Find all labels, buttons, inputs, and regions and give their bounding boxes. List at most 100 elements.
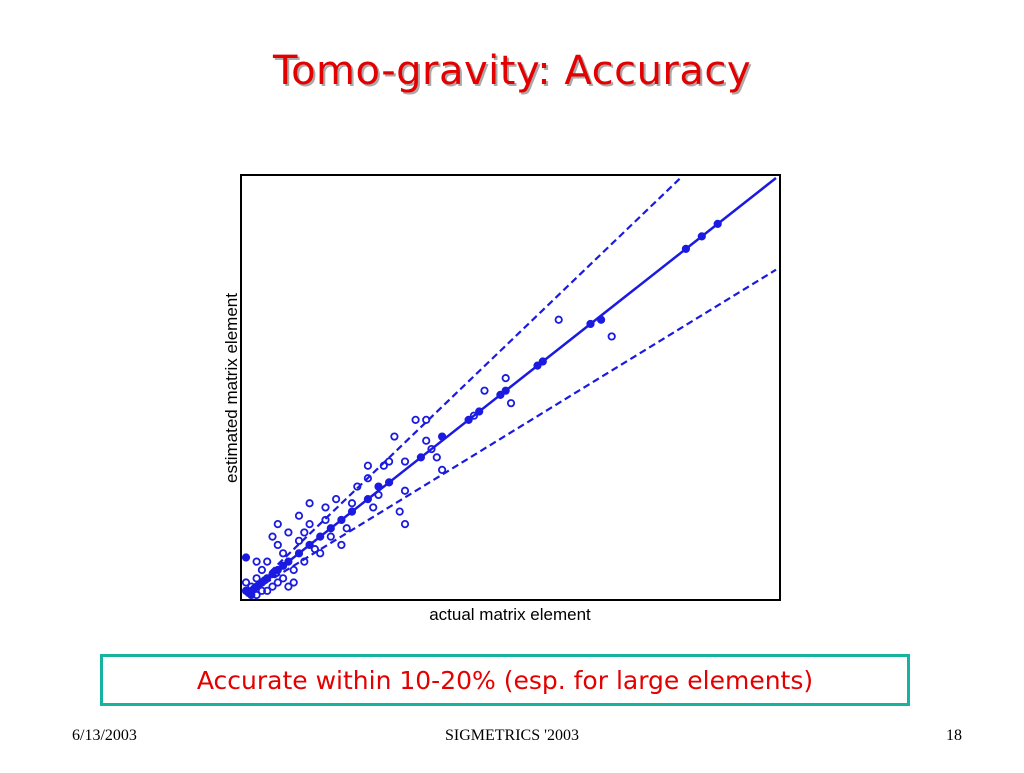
data-point-open-33 bbox=[273, 540, 282, 550]
data-point-open-45 bbox=[300, 557, 309, 566]
data-point-filled-12 bbox=[416, 453, 425, 462]
data-point-open-47 bbox=[252, 574, 261, 583]
data-point-filled-3 bbox=[597, 315, 606, 324]
data-point-open-7 bbox=[411, 415, 420, 424]
data-point-filled-20 bbox=[305, 540, 314, 550]
data-point-open-20 bbox=[369, 503, 378, 512]
data-point-filled-35 bbox=[241, 586, 251, 595]
callout-box: Accurate within 10-20% (esp. for large e… bbox=[100, 654, 910, 706]
data-point-open-19 bbox=[374, 490, 383, 500]
data-point-filled-6 bbox=[533, 361, 542, 370]
data-point-open-32 bbox=[273, 520, 282, 529]
data-point-open-27 bbox=[305, 499, 314, 508]
data-point-open-8 bbox=[390, 432, 399, 441]
data-point-open-21 bbox=[400, 486, 410, 495]
data-point-open-59 bbox=[278, 574, 288, 583]
data-point-open-13 bbox=[432, 453, 441, 462]
data-point-open-1 bbox=[607, 332, 616, 341]
data-point-filled-34 bbox=[241, 553, 251, 562]
slide-title: Tomo-gravity: Accuracy bbox=[272, 48, 752, 94]
data-point-filled-10 bbox=[464, 415, 473, 424]
data-point-open-26 bbox=[321, 503, 330, 512]
callout-text: Accurate within 10-20% (esp. for large e… bbox=[196, 665, 814, 695]
data-point-open-23 bbox=[400, 520, 410, 529]
data-point-open-11 bbox=[379, 461, 388, 470]
data-point-open-2 bbox=[506, 399, 516, 408]
data-point-open-6 bbox=[422, 415, 431, 424]
data-point-open-52 bbox=[342, 524, 351, 533]
data-point-open-24 bbox=[347, 499, 357, 508]
y-axis-label: estimated matrix element bbox=[222, 293, 241, 483]
data-point-open-39 bbox=[289, 565, 298, 575]
data-point-open-15 bbox=[422, 436, 431, 445]
data-point-filled-8 bbox=[496, 390, 505, 399]
footer-page-number: 18 bbox=[946, 727, 962, 744]
data-point-open-48 bbox=[263, 586, 272, 595]
data-point-open-29 bbox=[300, 528, 309, 537]
data-point-open-51 bbox=[316, 549, 325, 558]
data-point-open-40 bbox=[284, 582, 293, 591]
data-point-filled-24 bbox=[273, 565, 282, 575]
data-point-open-58 bbox=[247, 582, 256, 591]
data-point-open-22 bbox=[395, 507, 404, 516]
data-point-filled-1 bbox=[697, 232, 706, 241]
reference-line-dashed-1 bbox=[245, 177, 682, 596]
data-point-filled-18 bbox=[326, 524, 335, 533]
data-point-open-30 bbox=[294, 511, 304, 520]
data-point-filled-7 bbox=[501, 386, 510, 395]
data-point-open-57 bbox=[257, 586, 266, 595]
data-point-open-18 bbox=[353, 482, 362, 491]
data-point-filled-17 bbox=[337, 515, 346, 525]
data-point-open-31 bbox=[284, 528, 293, 537]
data-point-open-56 bbox=[241, 578, 251, 587]
footer-date: 6/13/2003 bbox=[72, 727, 137, 744]
data-point-open-38 bbox=[337, 540, 346, 550]
data-point-open-16 bbox=[363, 461, 372, 470]
data-point-open-0 bbox=[554, 315, 563, 324]
data-point-open-4 bbox=[480, 386, 489, 395]
data-point-filled-2 bbox=[681, 244, 691, 253]
data-point-open-37 bbox=[326, 532, 335, 541]
footer-conference: SIGMETRICS '2003 bbox=[444, 727, 579, 744]
data-point-open-44 bbox=[278, 549, 288, 558]
data-point-filled-4 bbox=[586, 319, 595, 329]
data-point-filled-0 bbox=[713, 219, 722, 228]
data-point-open-55 bbox=[252, 590, 261, 600]
data-point-filled-21 bbox=[294, 549, 304, 558]
data-point-filled-14 bbox=[374, 482, 383, 491]
data-point-filled-23 bbox=[279, 561, 288, 570]
data-point-filled-11 bbox=[438, 432, 447, 441]
data-point-filled-5 bbox=[538, 357, 547, 366]
x-axis-label: actual matrix element bbox=[429, 605, 591, 624]
data-point-open-36 bbox=[310, 545, 319, 554]
data-point-open-50 bbox=[294, 536, 304, 545]
data-point-open-34 bbox=[268, 532, 277, 541]
data-point-filled-22 bbox=[284, 557, 293, 566]
data-point-open-3 bbox=[501, 374, 510, 383]
data-point-filled-19 bbox=[316, 532, 325, 541]
data-point-open-25 bbox=[331, 494, 341, 504]
reference-line-dashed-2 bbox=[245, 268, 777, 596]
data-point-open-17 bbox=[363, 474, 372, 483]
data-point-open-12 bbox=[437, 465, 447, 474]
data-point-open-5 bbox=[469, 411, 478, 420]
data-point-open-14 bbox=[427, 444, 436, 454]
data-point-filled-15 bbox=[363, 494, 372, 504]
reference-line-solid-0 bbox=[245, 177, 777, 596]
data-point-filled-16 bbox=[347, 507, 357, 516]
data-point-open-54 bbox=[289, 578, 298, 587]
data-point-open-49 bbox=[273, 578, 282, 587]
data-point-filled-13 bbox=[385, 478, 394, 487]
data-point-filled-25 bbox=[268, 570, 277, 579]
data-point-open-41 bbox=[268, 582, 277, 591]
data-point-open-28 bbox=[321, 515, 330, 525]
plot-frame bbox=[240, 174, 781, 601]
data-point-open-35 bbox=[263, 557, 272, 566]
data-point-open-42 bbox=[257, 565, 266, 575]
data-point-open-9 bbox=[384, 457, 394, 466]
data-point-open-46 bbox=[257, 578, 266, 587]
data-point-open-10 bbox=[400, 457, 410, 466]
data-point-open-53 bbox=[305, 520, 314, 529]
